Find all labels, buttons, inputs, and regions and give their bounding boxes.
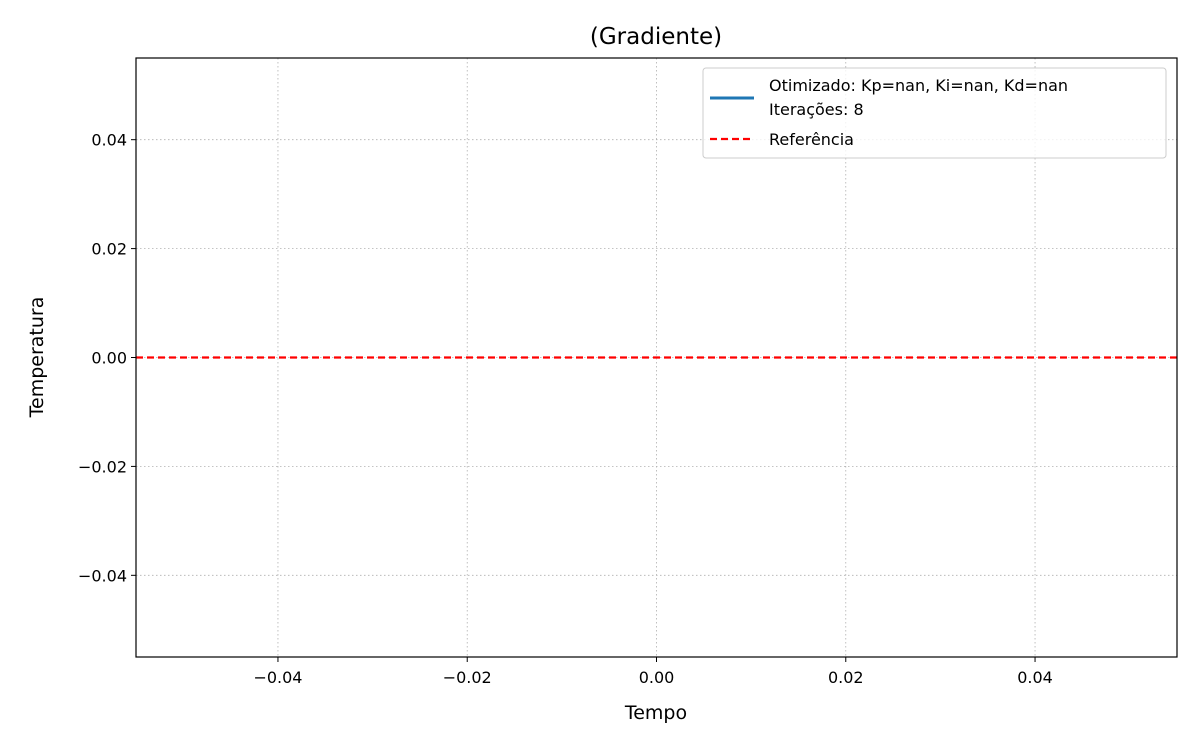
legend-label-reference: Referência — [769, 130, 854, 149]
y-tick-label: 0.04 — [91, 131, 127, 150]
x-axis-label: Tempo — [624, 702, 687, 724]
x-tick-label: −0.02 — [443, 668, 492, 687]
x-tick-label: −0.04 — [253, 668, 302, 687]
y-axis-label: Temperatura — [26, 297, 48, 419]
legend-box — [702, 67, 1167, 159]
y-tick-label: 0.02 — [91, 240, 127, 259]
y-tick-label: −0.04 — [78, 566, 127, 585]
chart-title: (Gradiente) — [590, 24, 722, 50]
x-tick-label: 0.02 — [828, 668, 864, 687]
x-tick-label: 0.04 — [1017, 668, 1053, 687]
y-tick-label: −0.02 — [78, 457, 127, 476]
x-tick-label: 0.00 — [639, 668, 675, 687]
legend-label-optimized: Otimizado: Kp=nan, Ki=nan, Kd=nan — [769, 76, 1068, 95]
legend-label-iterations: Iterações: 8 — [769, 100, 864, 119]
grid — [136, 58, 1177, 657]
y-axis: 0.04 0.02 0.00 −0.02 −0.04 — [78, 131, 136, 585]
y-tick-label: 0.00 — [91, 349, 127, 368]
legend: Otimizado: Kp=nan, Ki=nan, Kd=nan Iteraç… — [702, 67, 1167, 159]
x-axis: −0.04 −0.02 0.00 0.02 0.04 — [253, 657, 1053, 687]
